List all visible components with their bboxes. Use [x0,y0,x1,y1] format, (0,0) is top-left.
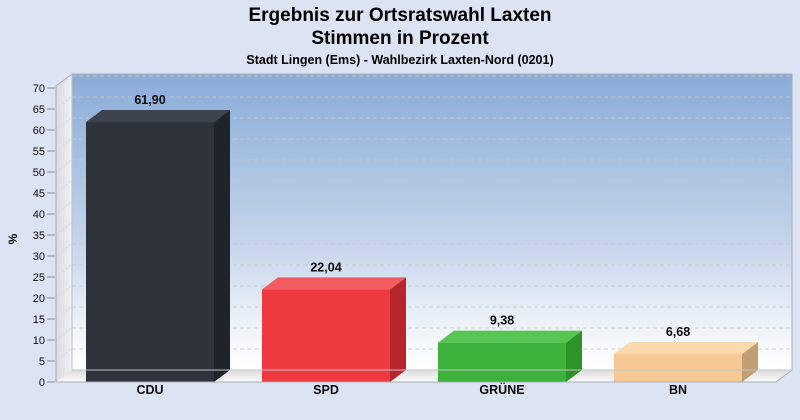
wall-gridline [56,138,72,152]
y-tick-label: 65 [33,104,45,116]
wall-gridline [56,201,72,215]
bar-CDU [86,110,230,382]
wall-gridline [56,285,72,299]
chart-header: Ergebnis zur Ortsratswahl Laxten Stimmen… [0,4,800,68]
wall-gridline [56,75,72,89]
y-tick-label: 20 [33,293,45,305]
bar-front-face [438,342,566,382]
wall-gridline [56,264,72,278]
bar-front-face [86,122,214,382]
wall-gridline-ticks [56,75,72,362]
bar-side-face [390,277,406,382]
bar-top-face [86,110,230,123]
wall-gridline [56,306,72,320]
bar-value-label: 22,04 [310,260,341,274]
chart-subtitle: Stimmen in Prozent [311,28,489,49]
y-axis: 0 5 10 15 20 25 30 35 40 45 50 55 60 65 70 [33,83,55,389]
category-label: BN [669,383,687,397]
y-axis-title: % [6,233,20,244]
wall-gridline [56,222,72,236]
bar-front-face [262,289,390,382]
wall-gridline [56,180,72,194]
bar-top-face [262,277,406,290]
wall-gridline [56,243,72,257]
bar-value-label: 61,90 [134,93,165,107]
y-tick-label: 55 [33,146,45,158]
category-label: GRÜNE [479,382,524,397]
chart-caption: Stadt Lingen (Ems) - Wahlbezirk Laxten-N… [246,53,554,67]
y-tick-label: 40 [33,209,45,221]
bars [86,110,758,382]
y-tick-label: 45 [33,188,45,200]
y-tick-label: 50 [33,167,45,179]
category-label: SPD [313,383,339,397]
y-tick-label: 35 [33,230,45,242]
y-tick-label: 10 [33,335,45,347]
bar-top-face [438,330,582,343]
chart-title: Ergebnis zur Ortsratswahl Laxten [248,5,552,26]
bar-side-face [214,110,230,382]
bar-side-face [566,330,582,382]
bar-front-face [614,353,742,382]
y-tick-label: 30 [33,251,45,263]
wall-gridline [56,327,72,341]
wall-gridline [56,348,72,362]
bar-SPD [262,277,406,382]
bar-value-label: 6,68 [666,325,690,339]
y-tick-label: 25 [33,272,45,284]
y-tick-label: 0 [39,377,45,389]
y-tick-label: 60 [33,125,45,137]
wall-gridline [56,96,72,110]
wall-gridline [56,159,72,173]
bar-BN [614,341,758,382]
y-tick-label: 5 [39,356,45,368]
y-tick-label: 15 [33,314,45,326]
y-tick-label: 70 [33,83,45,95]
bar-top-face [614,341,758,354]
wall-gridline [56,117,72,131]
bar-chart: 0 5 10 15 20 25 30 35 40 45 50 55 60 65 70 61,90 22,04 9… [6,73,793,397]
category-labels: CDU SPD GRÜNE BN [136,382,687,397]
value-labels: 61,90 22,04 9,38 6,68 [134,93,690,339]
bar-value-label: 9,38 [490,314,514,328]
bar-side-face [742,341,758,382]
category-label: CDU [136,383,163,397]
plot-left-wall [56,74,72,382]
bar-GRÜNE [438,330,582,382]
plot-floor [56,370,792,382]
